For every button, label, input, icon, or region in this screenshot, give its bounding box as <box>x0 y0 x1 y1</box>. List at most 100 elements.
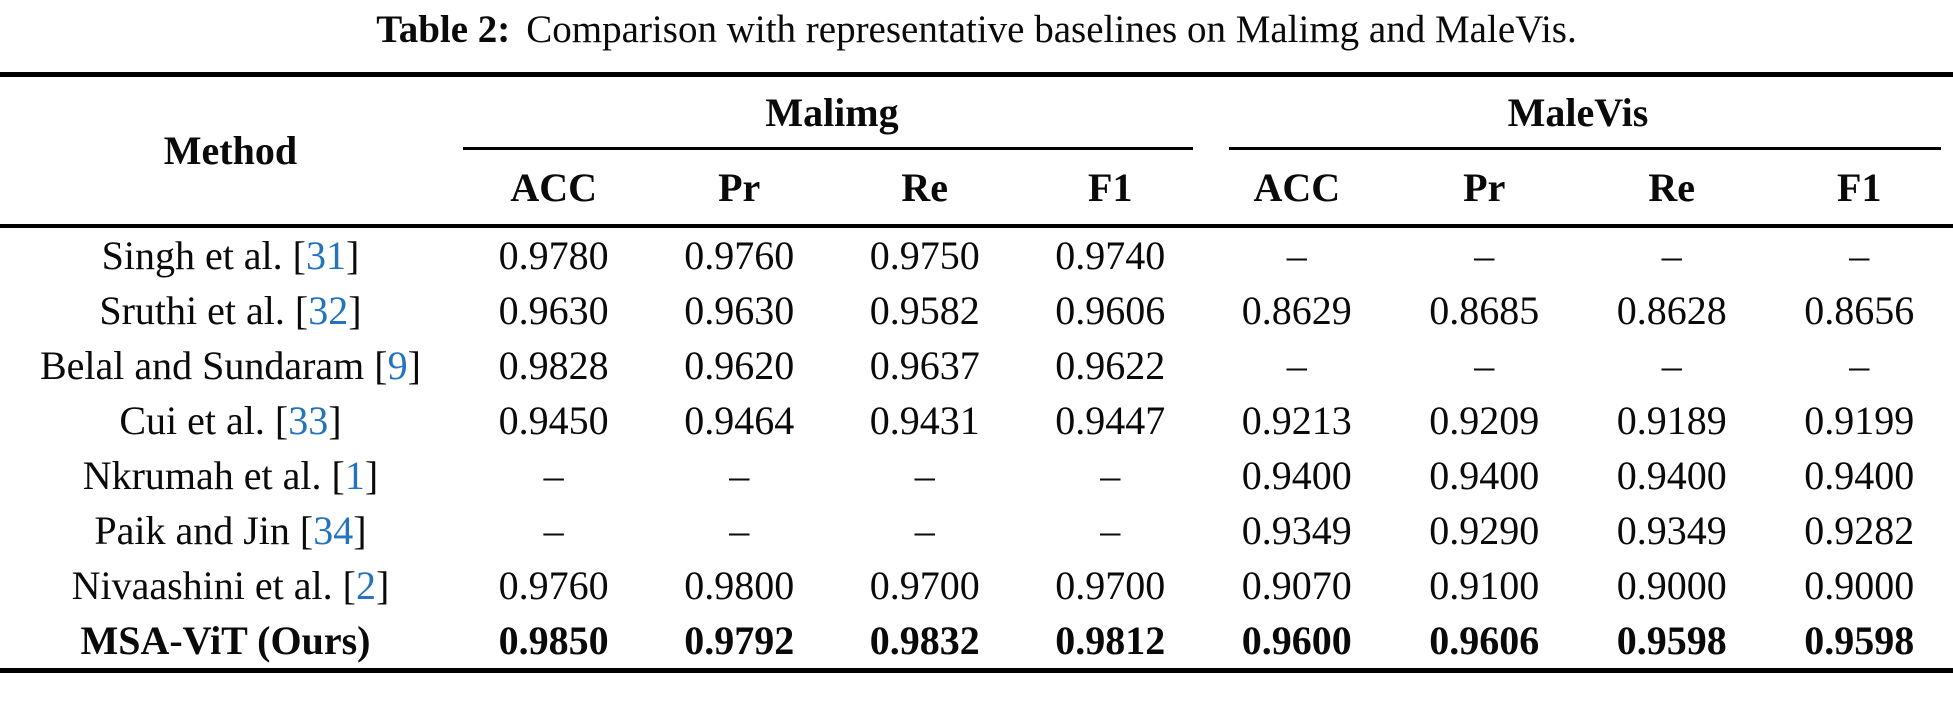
metric-value: 0.9750 <box>869 233 980 278</box>
column-group-malimg: Malimg <box>461 75 1203 150</box>
method-cell: Sruthi et al. [32] <box>0 283 461 338</box>
metric-value: 0.9189 <box>1616 398 1727 443</box>
metric-value: 0.9400 <box>1241 453 1352 498</box>
metric-value: 0.9760 <box>684 233 795 278</box>
metric-value: 0.9000 <box>1616 563 1727 608</box>
metric-value: – <box>1100 453 1121 498</box>
table-row: Belal and Sundaram [9] 0.9828 0.9620 0.96… <box>0 338 1953 393</box>
citation-link[interactable]: 31 <box>306 233 346 278</box>
method-cell: MSA-ViT (Ours) <box>0 613 461 671</box>
group-label-malimg: Malimg <box>765 90 899 135</box>
metric-value: 0.9450 <box>498 398 609 443</box>
citation-bracket: ] <box>353 508 367 553</box>
column-header-malevis-f1: F1 <box>1765 150 1953 228</box>
metric-value: 0.9000 <box>1804 563 1915 608</box>
metric-value: 0.9400 <box>1804 453 1915 498</box>
metric-value: – <box>1849 343 1870 388</box>
metric-value: – <box>543 453 564 498</box>
metric-value: – <box>1474 343 1495 388</box>
citation-link[interactable]: 1 <box>344 453 365 498</box>
metric-value: 0.9622 <box>1055 343 1166 388</box>
method-cell: Nkrumah et al. [1] <box>0 448 461 503</box>
metric-value: – <box>729 508 750 553</box>
method-name: Nivaashini et al. <box>71 563 333 608</box>
citation-bracket: ] <box>407 343 421 388</box>
method-cell: Cui et al. [33] <box>0 393 461 448</box>
metric-value: – <box>543 508 564 553</box>
metric-value: 0.9700 <box>869 563 980 608</box>
metric-value: 0.8628 <box>1616 288 1727 333</box>
citation-link[interactable]: 9 <box>387 343 408 388</box>
caption-text: Comparison with representative baselines… <box>526 8 1577 51</box>
table-row: Singh et al. [31] 0.9780 0.9760 0.9750 0.… <box>0 226 1953 283</box>
metric-value: 0.9598 <box>1804 618 1915 663</box>
column-header-malevis-acc: ACC <box>1203 150 1391 228</box>
metric-value: – <box>1100 508 1121 553</box>
citation-bracket: [ <box>331 453 345 498</box>
method-name: Paik and Jin <box>94 508 290 553</box>
metric-value: 0.9812 <box>1055 618 1166 663</box>
metric-value: 0.9400 <box>1616 453 1727 498</box>
table-row: Cui et al. [33] 0.9450 0.9464 0.9431 0.94… <box>0 393 1953 448</box>
metric-value: – <box>914 508 935 553</box>
metric-value: – <box>1661 343 1682 388</box>
metric-value: 0.9400 <box>1429 453 1540 498</box>
method-cell: Nivaashini et al. [2] <box>0 558 461 613</box>
column-header-malimg-f1: F1 <box>1017 150 1204 228</box>
metric-value: 0.9447 <box>1055 398 1166 443</box>
method-cell: Belal and Sundaram [9] <box>0 338 461 393</box>
metric-value: 0.8656 <box>1804 288 1915 333</box>
citation-link[interactable]: 34 <box>313 508 354 553</box>
column-header-method: Method <box>0 74 461 228</box>
method-name: Cui et al. <box>119 398 265 443</box>
citation-link[interactable]: 33 <box>288 398 329 443</box>
group-header-row: Method Malimg MaleVis <box>0 74 1953 228</box>
metric-value: 0.9213 <box>1241 398 1352 443</box>
column-group-malevis: MaleVis <box>1203 75 1953 150</box>
method-name: Sruthi et al. <box>99 288 285 333</box>
cmidrule-malimg <box>462 147 1194 150</box>
metric-value: 0.9600 <box>1241 618 1352 663</box>
citation-bracket: ] <box>328 398 342 443</box>
citation-bracket: [ <box>342 563 356 608</box>
metric-value: – <box>1286 233 1307 278</box>
metric-value: 0.9630 <box>498 288 609 333</box>
citation-bracket: ] <box>346 233 360 278</box>
metric-value: 0.9792 <box>684 618 795 663</box>
table-caption: Table 2: Comparison with representative b… <box>0 6 1953 54</box>
metric-value: 0.9282 <box>1804 508 1915 553</box>
metric-value: 0.9606 <box>1055 288 1166 333</box>
column-header-malimg-pr: Pr <box>646 150 832 228</box>
table-row: Nkrumah et al. [1] – – – – 0.9400 0.9400 … <box>0 448 1953 503</box>
metric-value: 0.8685 <box>1429 288 1540 333</box>
metric-value: – <box>1661 233 1682 278</box>
results-table: Method Malimg MaleVis ACC Pr Re F1 ACC P… <box>0 72 1953 673</box>
metric-value: – <box>729 453 750 498</box>
metric-value: 0.9431 <box>869 398 980 443</box>
column-header-malimg-acc: ACC <box>460 150 647 228</box>
method-name: Singh et al. <box>101 233 283 278</box>
metric-value: 0.9464 <box>684 398 795 443</box>
metric-header-row: ACC Pr Re F1 ACC Pr Re F1 <box>0 150 1953 228</box>
citation-bracket: ] <box>375 563 390 608</box>
citation-bracket: ] <box>348 288 362 333</box>
metric-value: 0.9780 <box>498 233 609 278</box>
metric-value: – <box>1849 233 1870 278</box>
metric-value: 0.9582 <box>869 288 980 333</box>
table-row-ours: MSA-ViT (Ours) 0.9850 0.9792 0.9832 0.98… <box>0 613 1953 671</box>
metric-value: – <box>1286 343 1307 388</box>
caption-label: Table 2: <box>376 8 511 51</box>
citation-bracket: [ <box>374 343 388 388</box>
metric-value: 0.9800 <box>684 563 795 608</box>
metric-value: 0.9740 <box>1055 233 1166 278</box>
citation-link[interactable]: 32 <box>308 288 349 333</box>
method-cell: Paik and Jin [34] <box>0 503 461 558</box>
group-label-malevis: MaleVis <box>1507 90 1649 135</box>
metric-value: 0.9760 <box>498 563 609 608</box>
citation-bracket: [ <box>299 508 314 553</box>
citation-link[interactable]: 2 <box>355 563 376 608</box>
metric-value: 0.9598 <box>1616 618 1727 663</box>
metric-value: 0.9850 <box>498 618 609 663</box>
metric-value: 0.9637 <box>869 343 980 388</box>
metric-value: 0.9828 <box>498 343 609 388</box>
